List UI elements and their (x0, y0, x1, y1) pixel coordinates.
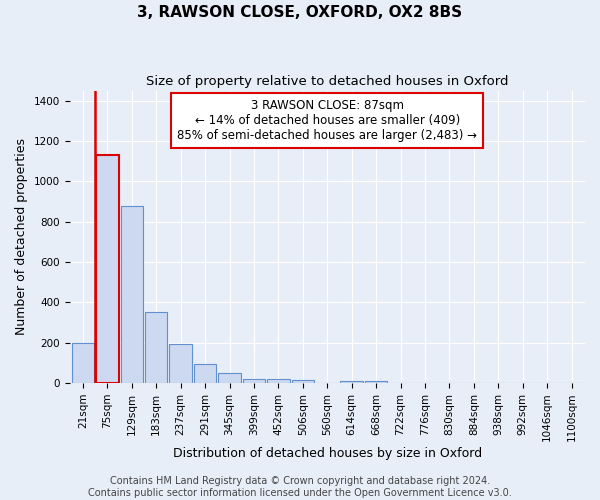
Bar (72, 344, 94, 383)
Bar (121, 206, 143, 383)
Text: Contains HM Land Registry data © Crown copyright and database right 2024.
Contai: Contains HM Land Registry data © Crown c… (88, 476, 512, 498)
Bar (340, 380, 363, 383)
Bar (145, 312, 167, 383)
X-axis label: Distribution of detached houses by size in Oxford: Distribution of detached houses by size … (173, 447, 482, 460)
Title: Size of property relative to detached houses in Oxford: Size of property relative to detached ho… (146, 75, 509, 88)
Bar (169, 344, 192, 383)
Bar (96, 155, 119, 383)
Y-axis label: Number of detached properties: Number of detached properties (15, 138, 28, 336)
Text: 3, RAWSON CLOSE, OXFORD, OX2 8BS: 3, RAWSON CLOSE, OXFORD, OX2 8BS (137, 5, 463, 20)
Text: 3 RAWSON CLOSE: 87sqm
← 14% of detached houses are smaller (409)
85% of semi-det: 3 RAWSON CLOSE: 87sqm ← 14% of detached … (177, 100, 477, 142)
Bar (243, 378, 265, 383)
Bar (365, 381, 388, 383)
Bar (267, 379, 290, 383)
Bar (218, 373, 241, 383)
Bar (292, 380, 314, 383)
Bar (194, 364, 217, 383)
